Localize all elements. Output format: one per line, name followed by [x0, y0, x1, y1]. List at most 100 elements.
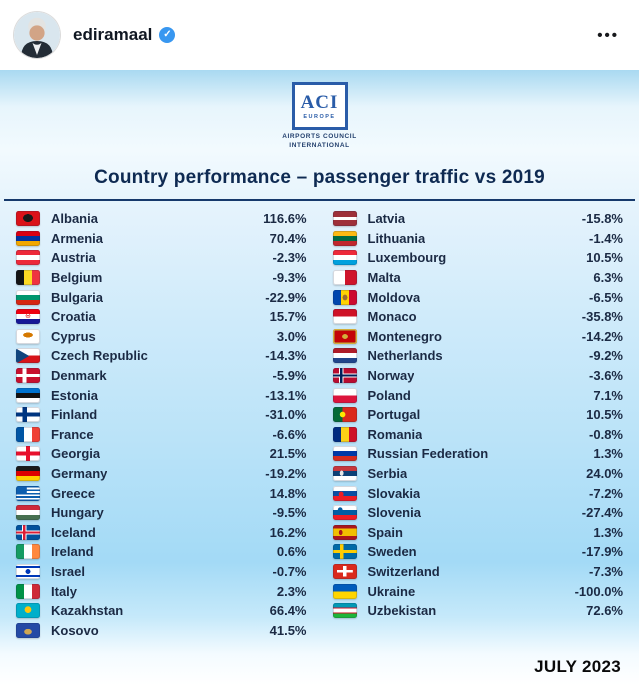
- germany-flag-icon: [16, 466, 40, 482]
- country-name: Denmark: [51, 368, 107, 384]
- username[interactable]: ediramaal: [73, 25, 153, 44]
- country-row: Spain 1.3%: [332, 523, 623, 543]
- verified-badge-icon: ✓: [159, 27, 176, 43]
- country-row: Finland -31.0%: [16, 405, 307, 425]
- country-value: -3.6%: [589, 368, 623, 384]
- country-row: Norway -3.6%: [332, 366, 623, 386]
- france-flag-icon: [16, 426, 40, 442]
- country-row: Denmark -5.9%: [16, 366, 307, 386]
- country-value: -35.8%: [581, 309, 623, 325]
- country-value: 1.3%: [593, 524, 623, 540]
- country-value: 41.5%: [269, 622, 307, 638]
- logo-line-2: INTERNATIONAL: [289, 142, 350, 149]
- country-row: Slovakia -7.2%: [332, 483, 623, 503]
- country-value: 24.0%: [586, 466, 623, 482]
- armenia-flag-icon: [16, 230, 40, 246]
- country-name: Lithuania: [367, 230, 426, 246]
- country-value: 15.7%: [269, 309, 307, 325]
- country-row: Netherlands -9.2%: [332, 346, 623, 366]
- slovakia-flag-icon: [332, 485, 357, 501]
- country-name: Norway: [367, 368, 415, 384]
- country-value: -31.0%: [265, 407, 307, 423]
- country-row: Germany -19.2%: [16, 464, 307, 484]
- cyprus-flag-icon: [16, 328, 40, 344]
- spain-flag-icon: [332, 524, 357, 540]
- country-name: Georgia: [51, 446, 101, 462]
- finland-flag-icon: [16, 407, 40, 423]
- logo-region: EUROPE: [303, 113, 336, 120]
- portugal-flag-icon: [332, 407, 357, 423]
- country-value: -5.9%: [272, 368, 307, 384]
- infographic-title: Country performance – passenger traffic …: [94, 167, 545, 188]
- country-value: 116.6%: [263, 211, 307, 227]
- country-value: 0.6%: [276, 544, 307, 560]
- country-row: Georgia 21.5%: [16, 444, 307, 464]
- country-name: Czech Republic: [51, 348, 148, 364]
- country-row: Cyprus 3.0%: [16, 327, 307, 347]
- latvia-flag-icon: [332, 211, 357, 227]
- country-row: Estonia -13.1%: [16, 385, 307, 405]
- country-row: Croatia 15.7%: [16, 307, 307, 327]
- country-name: Greece: [51, 485, 96, 501]
- croatia-flag-icon: [16, 309, 40, 325]
- country-row: Moldova -6.5%: [332, 287, 623, 307]
- country-row: Kazakhstan 66.4%: [16, 601, 307, 621]
- country-value: -7.3%: [589, 563, 623, 579]
- country-value: -6.6%: [272, 426, 307, 442]
- post-header: ediramaal ✓ •••: [0, 0, 639, 70]
- country-name: Malta: [367, 270, 401, 286]
- country-name: Montenegro: [367, 328, 442, 344]
- country-row: Ireland 0.6%: [16, 542, 307, 562]
- country-value: -17.9%: [581, 544, 623, 560]
- greece-flag-icon: [16, 485, 40, 501]
- country-name: Switzerland: [367, 563, 440, 579]
- country-value: -6.5%: [589, 289, 623, 305]
- aci-europe-logo: ACI EUROPE AIRPORTS COUNCIL INTERNATIONA…: [0, 82, 639, 149]
- moldova-flag-icon: [332, 289, 357, 305]
- malta-flag-icon: [332, 270, 357, 286]
- country-name: Finland: [51, 407, 98, 423]
- country-name: Estonia: [51, 387, 98, 403]
- country-name: Kazakhstan: [51, 603, 124, 619]
- estonia-flag-icon: [16, 387, 40, 403]
- country-value: 2.3%: [276, 583, 307, 599]
- country-name: Portugal: [367, 407, 421, 423]
- kosovo-flag-icon: [16, 622, 40, 638]
- country-name: Cyprus: [51, 328, 96, 344]
- bulgaria-flag-icon: [16, 289, 40, 305]
- country-row: Czech Republic -14.3%: [16, 346, 307, 366]
- country-row: Lithuania -1.4%: [332, 229, 623, 249]
- country-value: 14.8%: [269, 485, 307, 501]
- kazakhstan-flag-icon: [16, 603, 40, 619]
- russian-federation-flag-icon: [332, 446, 357, 462]
- country-row: Switzerland -7.3%: [332, 562, 623, 582]
- country-value: 72.6%: [586, 603, 623, 619]
- country-value: 7.1%: [593, 387, 623, 403]
- country-row: Bulgaria -22.9%: [16, 287, 307, 307]
- italy-flag-icon: [16, 583, 40, 599]
- country-name: Austria: [51, 250, 96, 266]
- country-row: Portugal 10.5%: [332, 405, 623, 425]
- country-name: Croatia: [51, 309, 96, 325]
- country-value: -1.4%: [589, 230, 623, 246]
- country-row: Serbia 24.0%: [332, 464, 623, 484]
- country-row: Russian Federation 1.3%: [332, 444, 623, 464]
- austria-flag-icon: [16, 250, 40, 266]
- country-name: Luxembourg: [367, 250, 447, 266]
- country-row: Malta 6.3%: [332, 268, 623, 288]
- country-row: Armenia 70.4%: [16, 229, 307, 249]
- iceland-flag-icon: [16, 524, 40, 540]
- czech-republic-flag-icon: [16, 348, 40, 364]
- country-name: Slovenia: [367, 505, 421, 521]
- albania-flag-icon: [16, 211, 40, 227]
- more-options-button[interactable]: •••: [597, 26, 619, 44]
- country-row: Montenegro -14.2%: [332, 327, 623, 347]
- country-name: Sweden: [367, 544, 417, 560]
- netherlands-flag-icon: [332, 348, 357, 364]
- country-value: 6.3%: [593, 270, 623, 286]
- avatar[interactable]: [14, 12, 60, 58]
- country-name: Belgium: [51, 270, 103, 286]
- country-value: 16.2%: [269, 524, 307, 540]
- country-row: Austria -2.3%: [16, 248, 307, 268]
